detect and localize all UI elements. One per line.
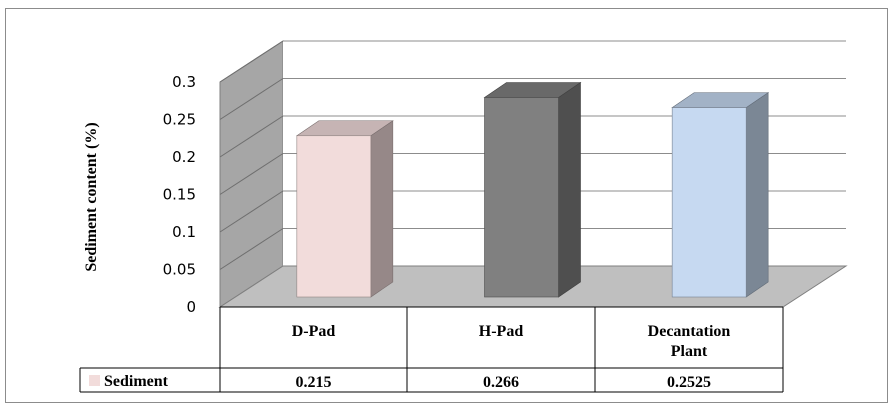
side-gridline (219, 190, 284, 233)
y-tick-label: 0.25 (163, 111, 196, 129)
bar (483, 81, 582, 298)
bar (295, 120, 394, 298)
data-label: 0.215 (296, 374, 332, 391)
bar (671, 92, 770, 298)
bar-side (370, 120, 394, 298)
bars (295, 81, 770, 298)
legend-label: Sediment (104, 373, 169, 390)
x-tick-label: D-Pad (292, 323, 336, 340)
legend-swatch (89, 375, 100, 386)
side-gridline (219, 78, 284, 120)
bar-side (745, 92, 769, 298)
bar-front (671, 107, 747, 298)
data-label: 0.2525 (667, 374, 711, 391)
x-tick-label: H-Pad (479, 323, 524, 340)
y-tick-labels: 0 0.05 0.1 0.15 0.2 0.25 0.3 (163, 73, 196, 316)
y-tick-label: 0 (186, 298, 196, 316)
y-tick-label: 0.3 (172, 73, 196, 91)
data-label: 0.266 (483, 374, 519, 391)
y-axis-label: Sediment content (%) (83, 122, 100, 271)
bar-side (558, 81, 581, 298)
y-tick-label: 0.05 (163, 261, 196, 279)
data-table: D-Pad H-Pad Decantation Plant Sediment 0.215 0… (79, 306, 784, 393)
side-gridline (219, 40, 284, 83)
side-gridline (219, 228, 284, 270)
side-gridline (219, 153, 284, 195)
bar-front (484, 97, 559, 298)
y-tick-label: 0.1 (172, 223, 196, 241)
y-tick-label: 0.15 (163, 186, 196, 204)
side-gridline (219, 115, 284, 158)
y-tick-label: 0.2 (172, 148, 196, 166)
x-tick-label: Decantation Plant (648, 323, 731, 360)
bar-front (296, 135, 372, 298)
